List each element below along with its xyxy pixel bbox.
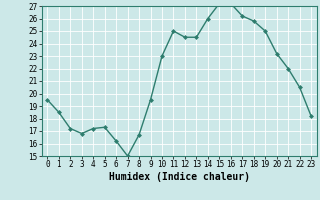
X-axis label: Humidex (Indice chaleur): Humidex (Indice chaleur) bbox=[109, 172, 250, 182]
